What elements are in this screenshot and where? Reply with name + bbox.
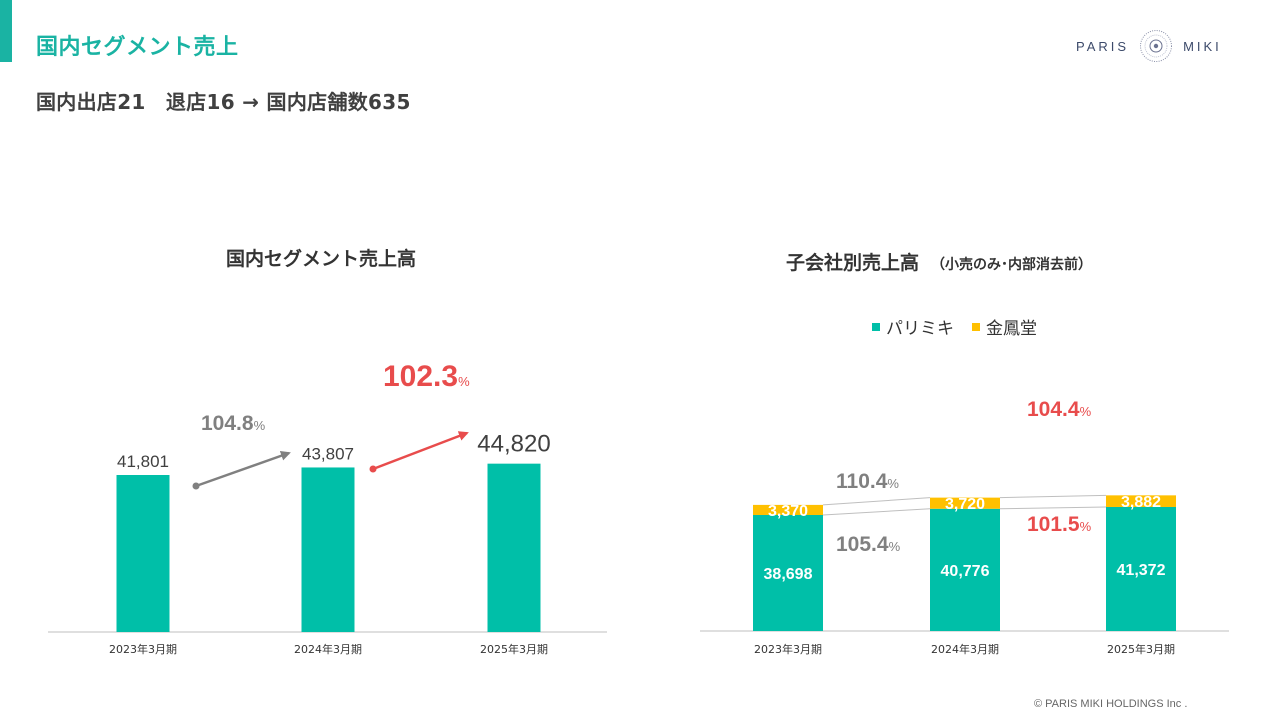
chart2-connector-0-0 bbox=[822, 508, 931, 516]
chart2-bar-kinpodo-0 bbox=[753, 504, 823, 515]
chart1-value-label-1: 43,807 bbox=[302, 444, 354, 463]
chart1-xtick-0: 2023年3月期 bbox=[109, 642, 177, 656]
chart1-growth-label-0: 104.8% bbox=[201, 412, 266, 435]
chart2-legend: パリミキ 金鳳堂 bbox=[872, 314, 1055, 339]
chart1-title: 国内セグメント売上高 bbox=[226, 248, 417, 270]
chart2-data-label-parimiki-0: 38,698 bbox=[764, 566, 813, 583]
chart1-growth-arrow-1 bbox=[372, 431, 469, 471]
chart1-value-label-2: 44,820 bbox=[477, 431, 550, 458]
chart2-growth-label-2: 104.4% bbox=[1027, 398, 1092, 421]
legend-swatch-teal bbox=[872, 322, 880, 331]
chart1-bar-0 bbox=[116, 475, 170, 632]
chart2-bar-parimiki-0 bbox=[753, 515, 823, 631]
copyright: © PARIS MIKI HOLDINGS Inc . bbox=[1034, 698, 1188, 710]
chart1-bar-2 bbox=[487, 463, 541, 632]
chart1-bar-1 bbox=[301, 467, 355, 632]
chart2-connector-1-1 bbox=[999, 494, 1107, 499]
chart2-xtick-0: 2023年3月期 bbox=[754, 642, 822, 656]
legend-swatch-yellow bbox=[972, 322, 980, 331]
chart1-growth-arrow-0 bbox=[195, 450, 291, 488]
chart2-bar-parimiki-2 bbox=[1106, 506, 1176, 631]
legend-item-kinpodo: 金鳳堂 bbox=[972, 314, 1037, 339]
chart1-xtick-1: 2024年3月期 bbox=[294, 642, 362, 656]
chart1-value-label-0: 41,801 bbox=[117, 452, 169, 471]
logo-emblem-icon bbox=[1140, 30, 1173, 62]
chart2-xtick-2: 2025年3月期 bbox=[1107, 642, 1175, 656]
chart2-bar-kinpodo-2 bbox=[1106, 495, 1176, 507]
page-title: 国内セグメント売上 bbox=[36, 35, 239, 60]
chart2-title-main: 子会社別売上高 bbox=[786, 252, 920, 274]
title-accent-bar bbox=[0, 0, 12, 62]
chart2-bar-parimiki-1 bbox=[930, 508, 1000, 631]
chart2-data-label-kinpodo-0: 3,370 bbox=[768, 503, 808, 520]
chart1-xtick-2: 2025年3月期 bbox=[480, 642, 548, 656]
chart2-data-label-parimiki-2: 41,372 bbox=[1117, 562, 1166, 579]
page-subtitle: 国内出店21 退店16 → 国内店舗数635 bbox=[36, 90, 411, 114]
chart2-data-label-kinpodo-1: 3,720 bbox=[945, 496, 985, 513]
chart2-title: 子会社別売上高 （小売のみ･内部消去前） bbox=[786, 248, 1092, 275]
chart2-connector-0-1 bbox=[999, 506, 1107, 510]
chart2-connector-1-0 bbox=[822, 497, 931, 506]
chart2-xtick-1: 2024年3月期 bbox=[931, 642, 999, 656]
legend-label-parimiki: パリミキ bbox=[886, 319, 954, 339]
chart2-growth-label-1: 105.4% bbox=[836, 533, 901, 556]
chart2-data-label-kinpodo-2: 3,882 bbox=[1121, 494, 1161, 511]
chart2-growth-label-3: 101.5% bbox=[1027, 513, 1092, 536]
company-logo: PARIS MIKI bbox=[1076, 28, 1222, 64]
chart1-growth-label-1: 102.3% bbox=[383, 360, 470, 393]
legend-item-parimiki: パリミキ bbox=[872, 314, 954, 339]
chart2-bar-kinpodo-1 bbox=[930, 497, 1000, 509]
logo-text-right: MIKI bbox=[1183, 38, 1222, 54]
logo-text-left: PARIS bbox=[1076, 38, 1130, 54]
chart2-title-note: （小売のみ･内部消去前） bbox=[931, 257, 1093, 273]
legend-label-kinpodo: 金鳳堂 bbox=[986, 319, 1037, 339]
chart2-data-label-parimiki-1: 40,776 bbox=[941, 563, 990, 580]
chart2-growth-label-0: 110.4% bbox=[836, 470, 899, 493]
